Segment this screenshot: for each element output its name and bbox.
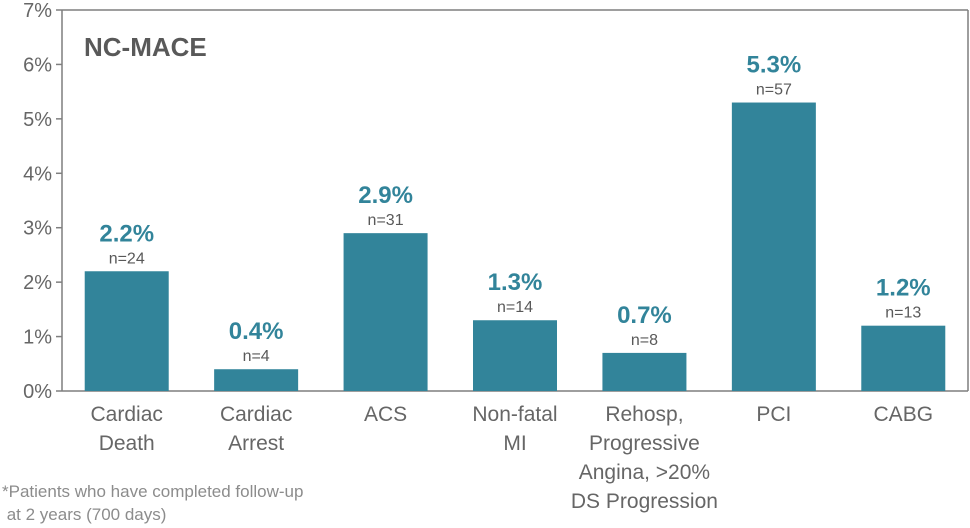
y-tick-label: 0% bbox=[23, 381, 52, 403]
x-category-line: Progressive bbox=[589, 432, 700, 455]
x-category-label: CABG bbox=[874, 403, 934, 426]
bar bbox=[473, 320, 557, 391]
bar-value-label: 5.3% bbox=[747, 52, 802, 79]
bar bbox=[343, 233, 428, 391]
x-category-label: PCI bbox=[756, 403, 791, 426]
bar bbox=[602, 352, 687, 391]
x-category-line: Cardiac bbox=[220, 403, 292, 426]
y-tick-label: 3% bbox=[23, 218, 52, 240]
bar-value-label: 2.9% bbox=[358, 182, 413, 209]
bar-n-label: n=24 bbox=[109, 250, 145, 267]
x-category-line: Death bbox=[99, 432, 155, 455]
bar-n-label: n=14 bbox=[497, 299, 533, 316]
x-category-line: MI bbox=[503, 432, 526, 455]
x-category-line: CABG bbox=[874, 403, 934, 426]
bar-n-label: n=57 bbox=[756, 82, 792, 99]
x-category-line: Arrest bbox=[228, 432, 284, 455]
x-category-line: Angina, >20% bbox=[579, 461, 710, 484]
x-category-line: Rehosp, bbox=[605, 403, 683, 426]
x-category-label: Non-fatal MI bbox=[472, 403, 557, 455]
x-category-label: Rehosp, Progressive Angina, >20% DS Progres… bbox=[571, 403, 718, 513]
y-tick-label: 1% bbox=[23, 327, 52, 349]
x-category-label: Cardiac Death bbox=[91, 403, 163, 455]
y-tick-label: 5% bbox=[23, 109, 52, 131]
x-category-line: Non-fatal bbox=[472, 403, 557, 426]
x-category-line: PCI bbox=[756, 403, 791, 426]
y-tick-label: 2% bbox=[23, 272, 52, 294]
y-axis-ticks: 0% 1% 2% 3% 4% 5% 6% 7% bbox=[23, 0, 62, 403]
bar-n-label: n=13 bbox=[885, 305, 921, 322]
bar bbox=[731, 102, 816, 392]
bar-value-label: 1.2% bbox=[876, 275, 931, 302]
bar bbox=[861, 325, 946, 391]
y-tick-label: 4% bbox=[23, 163, 52, 185]
bar-n-label: n=8 bbox=[631, 332, 658, 349]
y-tick-label: 7% bbox=[23, 0, 52, 22]
bar bbox=[214, 369, 299, 391]
bar-value-label: 2.2% bbox=[99, 220, 154, 247]
x-category-line: ACS bbox=[364, 403, 407, 426]
y-tick-label: 6% bbox=[23, 54, 52, 76]
bar-labels-group: n=24 2.2% n=4 0.4% n=31 2.9% n=14 1.3% n=8 0.7% n=… bbox=[99, 52, 930, 366]
chart-title: NC-MACE bbox=[84, 32, 207, 62]
bar-value-label: 0.4% bbox=[229, 318, 284, 345]
bar-n-label: n=31 bbox=[368, 212, 404, 229]
bar-value-label: 1.3% bbox=[488, 269, 543, 296]
x-category-line: Cardiac bbox=[91, 403, 163, 426]
bar bbox=[84, 271, 169, 391]
x-category-label: ACS bbox=[364, 403, 407, 426]
x-category-label: Cardiac Arrest bbox=[220, 403, 292, 455]
footnote: *Patients who have completed follow-up a… bbox=[2, 482, 304, 524]
x-category-line: DS Progression bbox=[571, 490, 718, 513]
bar-value-label: 0.7% bbox=[617, 302, 672, 329]
x-axis-categories: Cardiac Death Cardiac Arrest ACS Non-fatal MI R… bbox=[91, 403, 934, 513]
bars-group bbox=[84, 102, 946, 392]
bar-n-label: n=4 bbox=[243, 348, 270, 365]
